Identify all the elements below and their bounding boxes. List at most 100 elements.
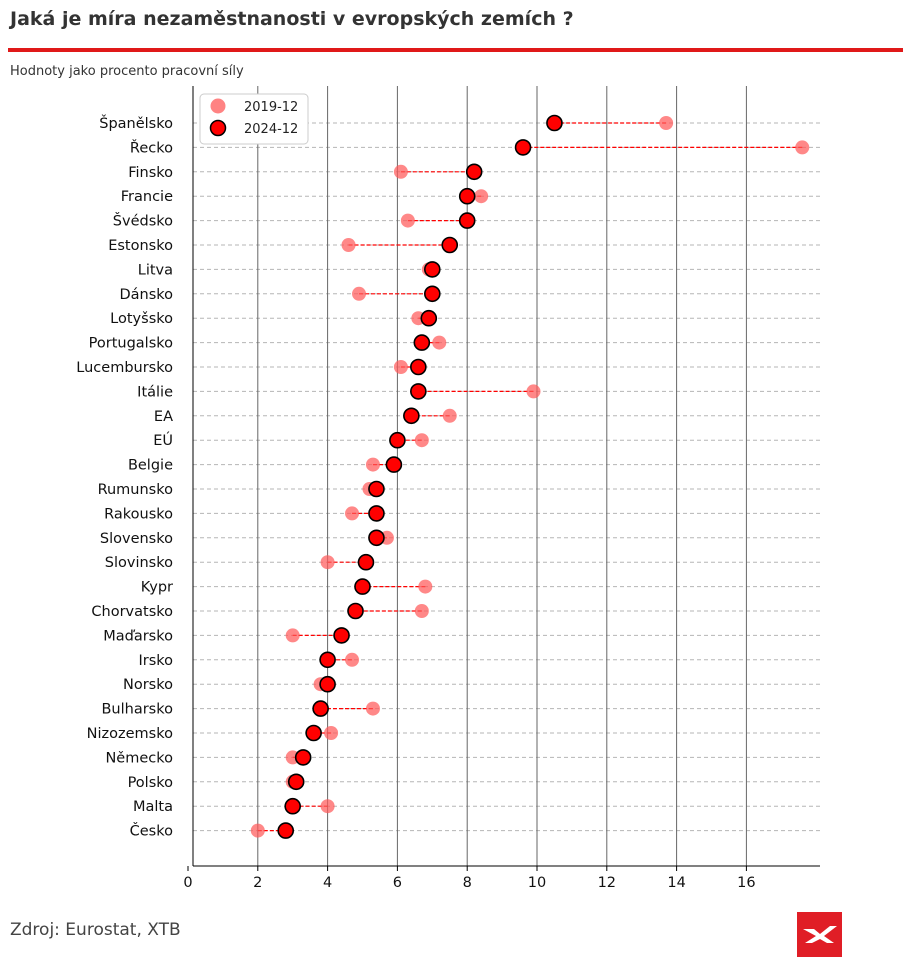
- point-2024: [385, 456, 403, 473]
- point-2024: [347, 602, 364, 620]
- point-2019: [659, 116, 674, 130]
- point-2024: [368, 505, 385, 522]
- point-2019: [345, 652, 360, 667]
- source-note: Zdroj: Eurostat, XTB: [10, 920, 181, 940]
- category-label: Lotyšsko: [110, 311, 173, 327]
- point-2019: [341, 238, 356, 252]
- axes-layer: [187, 86, 820, 871]
- category-label: Španělsko: [99, 114, 173, 132]
- x-tick-label: 8: [463, 875, 472, 891]
- point-2024: [441, 236, 459, 254]
- x-tick-label: 0: [183, 875, 192, 891]
- point-2024: [465, 163, 483, 181]
- category-label: Rakousko: [104, 506, 173, 522]
- legend-marker-2019: [210, 98, 226, 114]
- category-label: Norsko: [123, 677, 173, 693]
- category-label: Slovinsko: [105, 555, 173, 571]
- point-2024: [319, 675, 336, 693]
- point-2019: [250, 823, 265, 838]
- point-2024: [333, 627, 350, 644]
- legend-label-2024: 2024-12: [244, 122, 298, 137]
- point-2019: [365, 701, 380, 716]
- category-labels: Španělsko Řecko Finsko Francie Švédsko Estons…: [76, 114, 173, 840]
- x-tick-label: 10: [528, 875, 546, 891]
- point-2024: [410, 358, 427, 376]
- category-label: Finsko: [128, 165, 173, 181]
- category-label: Nizozemsko: [87, 726, 173, 742]
- point-2019: [526, 384, 541, 399]
- point-2024: [284, 797, 302, 815]
- category-label: Slovensko: [100, 531, 173, 547]
- category-label: Česko: [130, 822, 173, 840]
- point-2019: [285, 628, 300, 643]
- xtb-logo-icon: [797, 912, 842, 957]
- point-2019: [414, 604, 429, 618]
- category-label: Švédsko: [113, 212, 173, 230]
- point-2024: [368, 480, 385, 498]
- point-2024: [319, 651, 336, 669]
- point-2024: [423, 285, 441, 303]
- x-tick-label: 16: [737, 875, 755, 891]
- x-tick-labels: 0 2 4 6 8 10 12 14 16: [183, 875, 755, 891]
- x-tick-label: 12: [598, 875, 616, 891]
- x-tick-label: 4: [323, 875, 332, 891]
- category-label: Polsko: [128, 775, 174, 791]
- title-divider: [8, 48, 903, 52]
- category-label: Řecko: [130, 139, 173, 156]
- series-2024-points: [277, 114, 563, 839]
- point-2019: [352, 286, 367, 301]
- category-label: Bulharsko: [101, 702, 173, 718]
- point-2024: [357, 553, 375, 571]
- page-title: Jaká je míra nezaměstnanosti v evropskýc…: [10, 8, 574, 30]
- legend-box: [199, 93, 309, 145]
- grid-layer: [193, 86, 820, 866]
- category-label: EÚ: [153, 431, 173, 449]
- category-label: Irsko: [138, 653, 173, 669]
- category-label: Itálie: [137, 384, 173, 400]
- legend-label-2019: 2019-12: [244, 100, 298, 115]
- point-2019: [365, 457, 380, 472]
- category-label: Estonsko: [108, 238, 173, 254]
- category-label: Rumunsko: [98, 482, 174, 498]
- category-label: Chorvatsko: [91, 604, 173, 620]
- point-2024: [305, 724, 322, 742]
- point-2019: [442, 408, 457, 423]
- point-2024: [420, 309, 438, 327]
- point-2024: [546, 114, 563, 132]
- series-2019-points: [250, 116, 810, 838]
- x-tick-label: 14: [667, 875, 685, 891]
- point-2024: [294, 749, 312, 766]
- category-label: Lucembursko: [76, 360, 173, 376]
- point-2024: [287, 773, 305, 791]
- category-label: Portugalsko: [89, 336, 173, 352]
- category-label: Maďarsko: [103, 628, 173, 644]
- point-2024: [312, 700, 329, 717]
- category-label: Litva: [138, 262, 173, 278]
- point-2019: [393, 360, 408, 374]
- point-2024: [403, 407, 420, 425]
- point-2024: [368, 529, 385, 547]
- point-2024: [354, 578, 371, 595]
- point-2019: [400, 213, 415, 228]
- point-2019: [432, 335, 447, 350]
- point-2024: [277, 822, 295, 839]
- dumbbell-chart: Španělsko Řecko Finsko Francie Švédsko Estons…: [76, 86, 820, 891]
- category-label: Belgie: [128, 458, 173, 474]
- category-label: Německo: [105, 750, 173, 766]
- point-2024: [423, 261, 441, 278]
- category-label: Malta: [133, 799, 173, 815]
- point-2024: [458, 187, 476, 205]
- category-label: Dánsko: [119, 287, 173, 303]
- point-2019: [418, 579, 433, 594]
- point-2019: [795, 140, 810, 155]
- connector-layer: [257, 122, 803, 832]
- point-2024: [514, 139, 532, 156]
- category-label: Kypr: [141, 580, 173, 596]
- legend: 2019-12 2024-12: [199, 93, 309, 145]
- x-tick-label: 6: [393, 875, 402, 891]
- legend-marker-2024: [209, 119, 227, 137]
- point-2019: [320, 555, 335, 570]
- point-2024: [389, 431, 406, 449]
- point-2019: [345, 506, 360, 521]
- point-2019: [320, 799, 335, 814]
